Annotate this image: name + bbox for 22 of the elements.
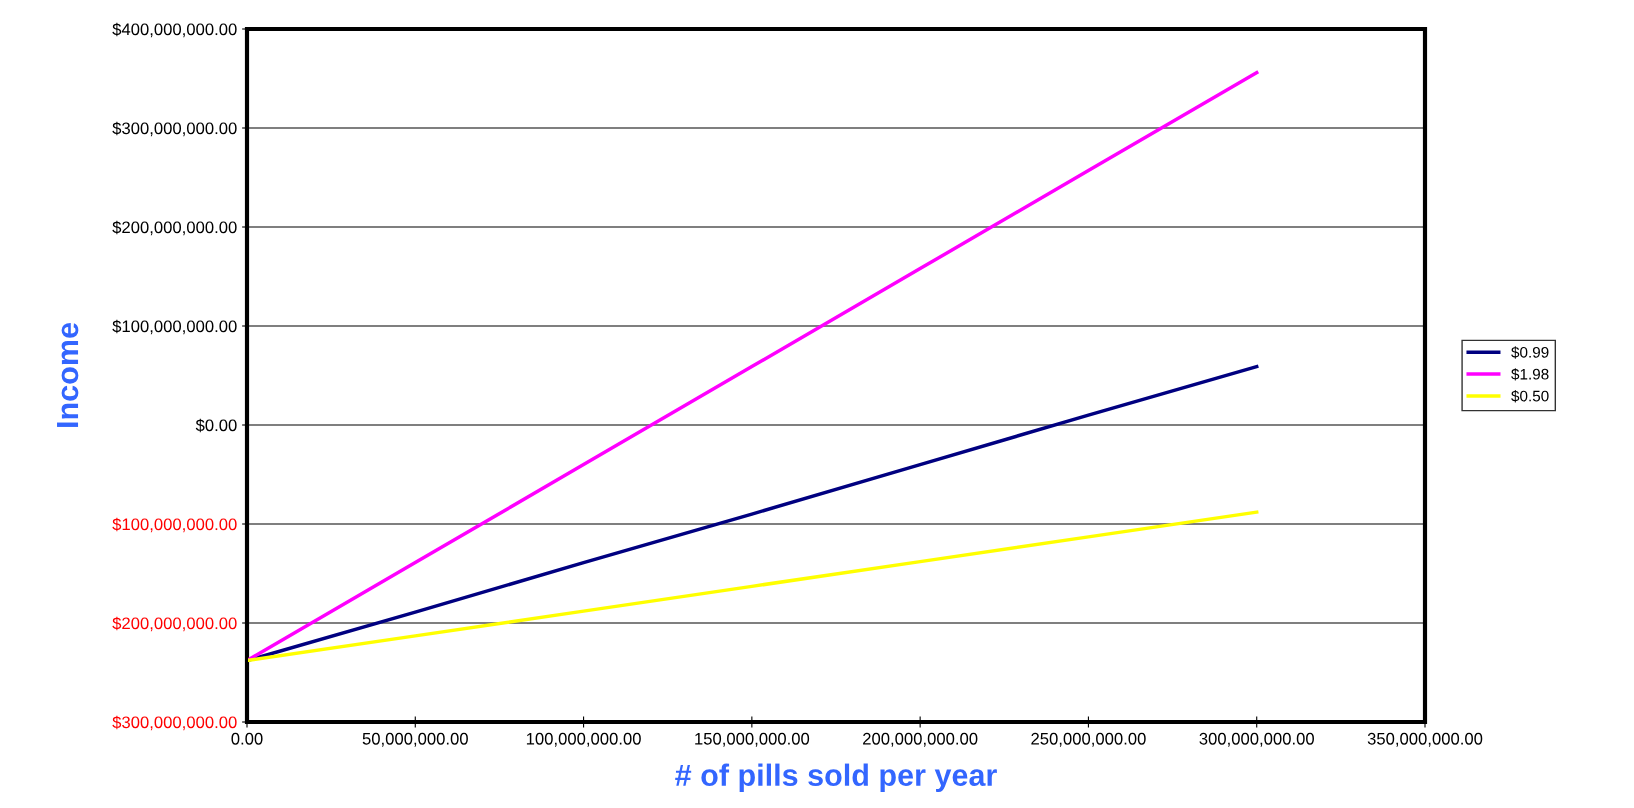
y-tick-label: $200,000,000.00	[112, 220, 237, 236]
x-tick-label: 300,000,000.00	[1199, 732, 1314, 747]
x-tick-label: 100,000,000.00	[526, 732, 641, 747]
legend-label: $0.99	[1511, 346, 1549, 359]
legend-label: $1.98	[1511, 368, 1549, 381]
x-tick-label: 150,000,000.00	[695, 732, 810, 747]
x-tick-label: 250,000,000.00	[1031, 732, 1146, 747]
y-tick-label: $400,000,000.00	[112, 22, 237, 38]
y-tick-label: $100,000,000.00	[112, 319, 237, 335]
x-tick-label: 0.00	[231, 732, 263, 745]
y-tick-label: $300,000,000.00	[112, 121, 237, 137]
legend-label: $0.50	[1511, 390, 1549, 403]
y-tick-label: $100,000,000.00	[112, 517, 237, 533]
x-axis-title: # of pills sold per year	[675, 763, 997, 793]
x-tick-label: 350,000,000.00	[1367, 732, 1483, 747]
y-tick-label: $0.00	[195, 418, 237, 433]
y-tick-label: $200,000,000.00	[112, 616, 237, 632]
line-series	[247, 510, 1259, 663]
x-tick-label: 50,000,000.00	[362, 732, 468, 747]
x-tick-label: 200,000,000.00	[863, 732, 978, 747]
y-tick-label: $300,000,000.00	[112, 715, 237, 731]
y-axis-title: Income	[57, 323, 79, 427]
